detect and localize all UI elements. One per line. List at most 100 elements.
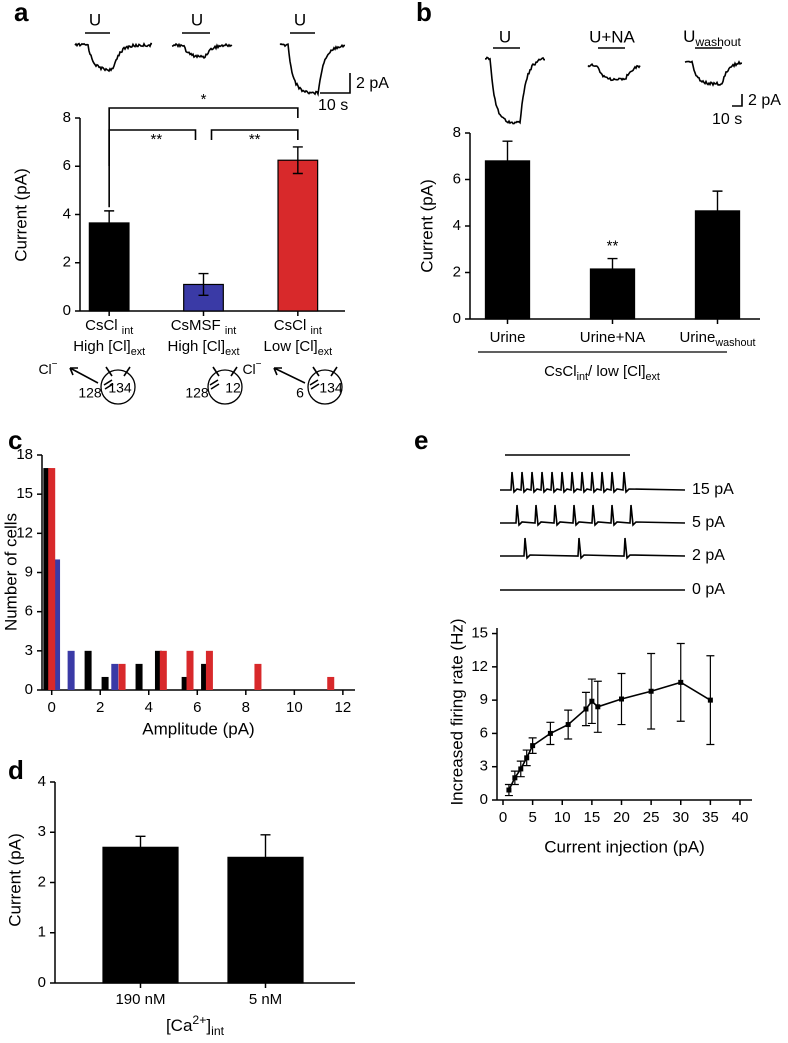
trace <box>500 504 686 527</box>
y-tick-label: 8 <box>453 124 461 141</box>
panel-letter: a <box>14 0 29 27</box>
y-tick-label: 4 <box>453 217 461 234</box>
trace <box>587 63 641 82</box>
label-part: int <box>225 325 236 337</box>
y-tick-label: 1 <box>38 924 46 941</box>
y-axis-label: Current (pA) <box>5 833 24 927</box>
y-tick-label: 3 <box>38 823 46 840</box>
y-tick-label: 9 <box>25 563 33 580</box>
cell <box>100 369 136 405</box>
scale-label: 2 pA <box>748 92 781 109</box>
significance: ** <box>249 131 261 148</box>
label-part: CsMSF <box>171 317 225 334</box>
y-tick-label: 4 <box>38 773 46 790</box>
error-bar <box>607 257 618 281</box>
x-tick-label: 190 nM <box>115 991 165 1008</box>
trace-label: 2 pA <box>692 547 725 564</box>
label-part: int <box>211 1024 225 1038</box>
x-tick-label: 35 <box>702 809 719 826</box>
y-tick-label: 6 <box>25 603 33 620</box>
trace-label: U <box>191 10 203 29</box>
error-bar <box>198 272 209 297</box>
y-tick-label: 0 <box>63 302 71 319</box>
marker <box>512 775 518 781</box>
panel-letter: e <box>414 425 428 455</box>
cell-label: Cl− <box>38 359 57 377</box>
label-part: / low [Cl] <box>588 363 646 380</box>
trace <box>273 367 306 384</box>
marker <box>678 679 684 685</box>
y-tick-label: 15 <box>16 485 33 502</box>
bar <box>53 559 61 690</box>
label-part: CsCl <box>85 317 122 334</box>
marker <box>530 743 536 749</box>
y-tick-label: 0 <box>25 681 33 698</box>
cell-label: 128 <box>78 385 102 401</box>
label-part: [Ca <box>166 1016 193 1035</box>
bar <box>102 846 179 984</box>
error-bar <box>135 835 146 860</box>
trace <box>209 379 220 390</box>
trace-label: 15 pA <box>692 481 734 498</box>
label-part: 2+ <box>192 1013 206 1027</box>
error-bar <box>502 140 513 182</box>
marker <box>589 698 595 704</box>
cell-label: 134 <box>108 380 132 396</box>
y-axis-label: Current (pA) <box>11 168 30 262</box>
significance: ** <box>150 131 162 148</box>
error-bar <box>260 834 271 881</box>
x-axis-label: CsClint/ low [Cl]ext <box>544 363 660 383</box>
label-part: int <box>577 371 588 383</box>
panel-letter: c <box>8 425 22 455</box>
y-tick-label: 6 <box>63 157 71 174</box>
bar <box>111 663 119 690</box>
x-tick-label: 4 <box>145 699 153 716</box>
cell-label: 12 <box>225 380 241 396</box>
bar <box>101 676 109 690</box>
trace-label: U <box>89 10 101 29</box>
trace <box>69 367 99 384</box>
label-part: washout <box>694 35 741 49</box>
x-tick-label: 30 <box>672 809 689 826</box>
bar <box>118 663 126 690</box>
x-tick-label: 20 <box>613 809 630 826</box>
marker <box>518 766 524 772</box>
trace <box>105 366 131 377</box>
label-part: High [Cl] <box>73 338 131 355</box>
marker <box>524 755 530 761</box>
trace <box>279 42 346 97</box>
bar <box>327 676 335 690</box>
label-part: Low [Cl] <box>264 338 318 355</box>
cell-label: 128 <box>185 385 209 401</box>
bar <box>88 222 130 312</box>
label-part: ] <box>206 1016 211 1035</box>
trace <box>108 129 197 167</box>
label-part: Urine <box>679 329 715 346</box>
marker <box>583 706 589 712</box>
x-tick-label: CsCl int <box>85 317 133 337</box>
trace-label: U <box>499 27 511 46</box>
trace <box>74 42 153 73</box>
bar <box>84 650 92 690</box>
cell <box>207 369 243 405</box>
bar <box>277 159 319 312</box>
panel-letter: d <box>8 755 24 785</box>
x-tick-label: 0 <box>48 699 56 716</box>
label-part: ext <box>225 346 239 358</box>
y-tick-label: 2 <box>453 263 461 280</box>
trace <box>210 129 299 140</box>
bar <box>186 650 194 690</box>
cell <box>307 369 343 405</box>
label-part: ext <box>646 371 660 383</box>
trace <box>500 471 686 494</box>
y-tick-label: 9 <box>480 691 488 708</box>
marker <box>565 722 571 728</box>
bar <box>48 468 56 690</box>
label-part: ext <box>131 346 145 358</box>
trace <box>212 366 238 377</box>
y-tick-label: 2 <box>63 254 71 271</box>
trace <box>484 56 545 125</box>
error-bar <box>292 146 303 175</box>
marker <box>595 704 601 710</box>
trace-label: 0 pA <box>692 581 725 598</box>
